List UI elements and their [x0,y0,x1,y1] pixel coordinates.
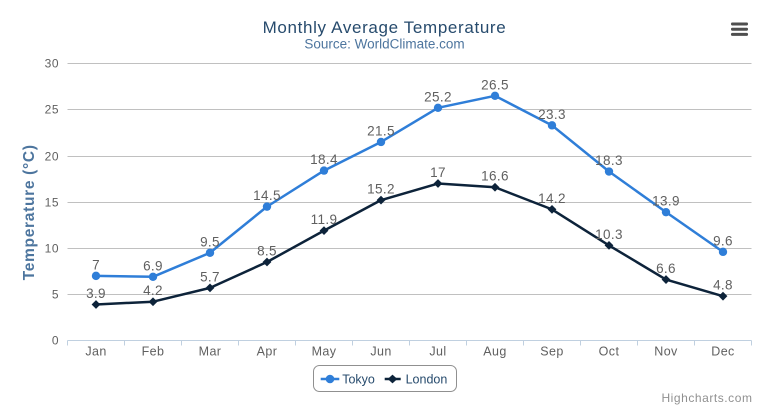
svg-text:Jul: Jul [429,345,446,359]
svg-text:23.3: 23.3 [538,107,566,122]
svg-text:4.8: 4.8 [713,278,733,293]
svg-text:14.5: 14.5 [253,188,281,203]
svg-text:Mar: Mar [199,345,222,359]
svg-text:10.3: 10.3 [595,227,623,242]
svg-text:5.7: 5.7 [200,269,220,284]
svg-text:5: 5 [52,288,59,302]
svg-text:Tokyo: Tokyo [342,373,375,387]
svg-text:20: 20 [45,150,59,164]
svg-text:10: 10 [45,242,59,256]
svg-text:14.2: 14.2 [538,191,566,206]
svg-text:Temperature (°C): Temperature (°C) [21,144,38,280]
svg-text:Sep: Sep [540,345,563,359]
svg-text:Feb: Feb [142,345,165,359]
svg-text:Jun: Jun [370,345,391,359]
svg-text:Source: WorldClimate.com: Source: WorldClimate.com [304,37,464,52]
svg-text:26.5: 26.5 [481,77,509,92]
svg-text:13.9: 13.9 [652,194,680,209]
svg-text:21.5: 21.5 [367,123,395,138]
svg-text:Jan: Jan [85,345,106,359]
svg-text:18.4: 18.4 [310,152,338,167]
svg-text:25.2: 25.2 [424,89,452,104]
svg-text:16.6: 16.6 [481,169,509,184]
svg-text:London: London [406,373,448,387]
svg-text:18.3: 18.3 [595,153,623,168]
svg-text:11.9: 11.9 [311,212,338,227]
svg-text:Dec: Dec [711,345,734,359]
svg-text:8.5: 8.5 [257,244,277,259]
svg-text:Oct: Oct [599,345,620,359]
svg-text:Aug: Aug [483,345,506,359]
svg-text:30: 30 [45,57,59,71]
svg-text:9.5: 9.5 [200,234,220,249]
svg-text:9.6: 9.6 [713,233,733,248]
svg-text:Nov: Nov [654,345,678,359]
svg-text:15: 15 [45,196,59,210]
svg-text:3.9: 3.9 [86,286,106,301]
svg-text:Highcharts.com: Highcharts.com [661,391,752,405]
svg-text:Apr: Apr [257,345,278,359]
svg-text:4.2: 4.2 [143,283,163,298]
svg-text:0: 0 [52,334,59,348]
svg-text:25: 25 [45,103,59,117]
svg-text:6.6: 6.6 [656,261,676,276]
svg-text:15.2: 15.2 [367,182,395,197]
svg-text:May: May [312,345,337,359]
svg-text:7: 7 [92,257,100,272]
svg-text:6.9: 6.9 [143,258,163,273]
svg-text:Monthly Average Temperature: Monthly Average Temperature [263,18,507,37]
svg-text:17: 17 [430,165,446,180]
